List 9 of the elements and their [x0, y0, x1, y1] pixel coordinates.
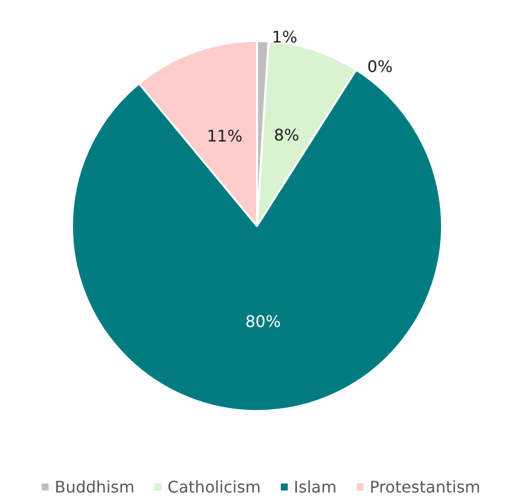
legend-label: Buddhism [54, 478, 135, 496]
legend-label: Protestantism [370, 478, 480, 496]
data-label: 8% [274, 126, 300, 145]
legend-label: Islam [294, 478, 337, 496]
text: 0% [367, 56, 393, 76]
data-label: 1% [272, 28, 298, 47]
data-label: 11% [206, 126, 242, 146]
legend-label: Catholicism [168, 478, 261, 496]
data-label: 80% [245, 312, 281, 331]
